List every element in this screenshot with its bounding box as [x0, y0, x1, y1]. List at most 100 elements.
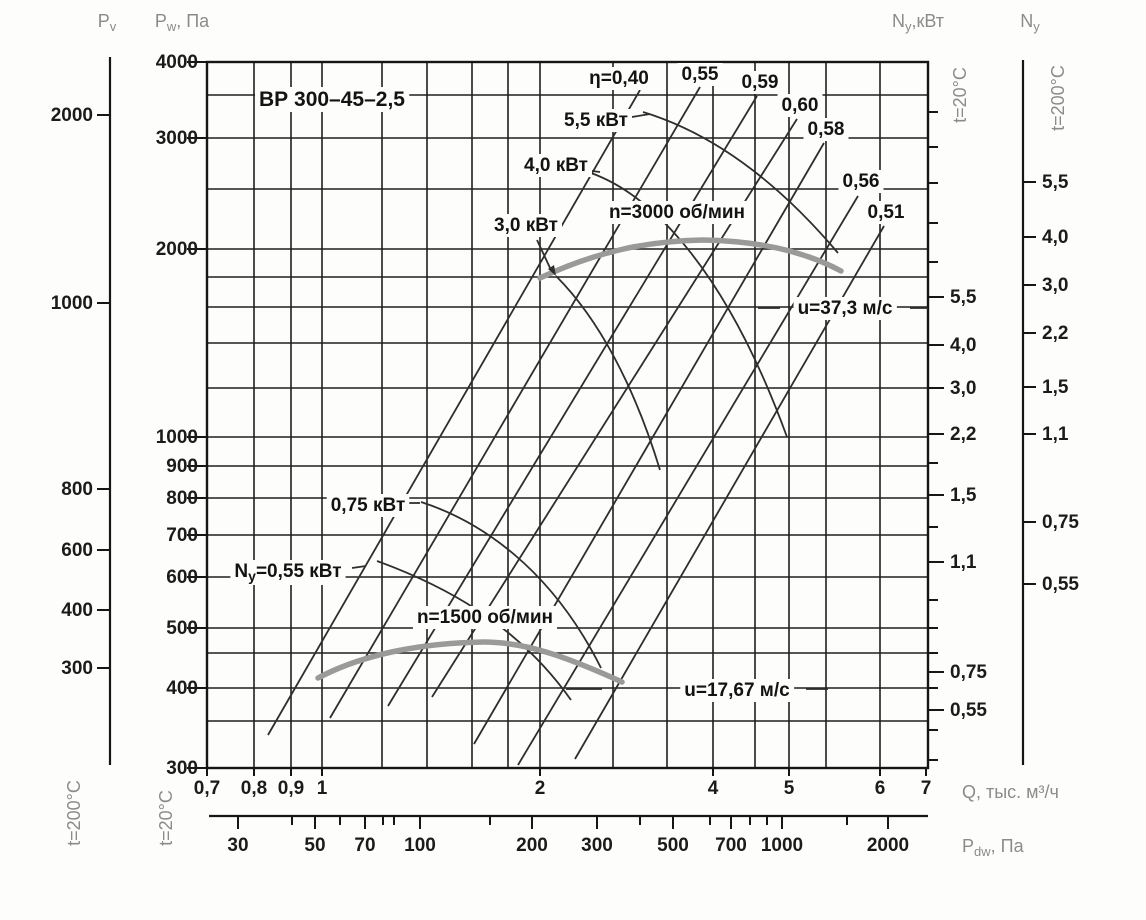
annotation-connectors — [351, 113, 928, 690]
eta-label-056-bg — [838, 170, 884, 193]
pv-tick-label: 300 — [61, 658, 93, 679]
pv-tick-label: 400 — [61, 600, 93, 621]
pw-tick-label: 400 — [166, 678, 198, 699]
power-curve-4-0kw — [590, 172, 788, 438]
eta-label-058-bg — [803, 118, 849, 141]
pw-tick-label: 3000 — [156, 128, 198, 149]
u-label-37-3: u=37,3 м/с — [798, 298, 893, 319]
pw-tick-label: 300 — [166, 758, 198, 779]
power-3kw-arrow-head — [548, 265, 556, 276]
q-tick-label: 7 — [921, 778, 932, 799]
efficiency-line-040 — [267, 89, 641, 736]
pv-tick-label: 800 — [61, 479, 93, 500]
power-label-0-75kw-bg — [326, 494, 410, 517]
pdw-tick-label: 100 — [404, 835, 436, 856]
ny20-tick-label: 5,5 — [950, 287, 977, 308]
pw-tick-label: 900 — [166, 456, 198, 477]
speed-label-n1500-bg — [412, 606, 558, 629]
power-3kw-arrow-line — [536, 239, 552, 271]
power-label-3-0kw-bg — [490, 214, 562, 237]
pv-tick-label: 2000 — [51, 105, 93, 126]
chart-labels: ВР 300–45–2,5 η=0,40 0,55 0,590,60 0,58 0,56 0… — [64, 11, 1068, 859]
axis-header-ny: Ny — [1020, 11, 1040, 34]
u-label-17-67-bg — [680, 679, 795, 702]
u-label-37-3-bg — [793, 297, 897, 320]
ny200-tick-label: 1,5 — [1042, 377, 1069, 398]
label-dash — [631, 113, 651, 118]
efficiency-line-059 — [387, 95, 758, 707]
ny20-tick-label: 4,0 — [950, 335, 976, 356]
chart-title: ВР 300–45–2,5 — [259, 88, 405, 111]
speed-label-n3000-bg — [604, 201, 750, 224]
power-label-5-5kw-bg — [560, 109, 632, 132]
pdw-tick-label: 2000 — [867, 835, 909, 856]
u-label-17-67: u=17,67 м/с — [684, 680, 790, 701]
pw-tick-label: 4000 — [156, 52, 198, 73]
pw-tick-label: 500 — [166, 618, 198, 639]
pw-tick-label: 700 — [166, 525, 198, 546]
axis-header-pdw: Pdw, Па — [962, 836, 1025, 859]
eta-label-055-bg — [677, 63, 723, 86]
temp-label-right-inner: t=20°C — [950, 67, 970, 123]
q-tick-label: 4 — [708, 778, 719, 799]
pressure-curve-n3000 — [537, 237, 844, 281]
power-curve-3-0kw — [555, 275, 661, 471]
efficiency-line-056 — [517, 195, 859, 766]
ny200-tick-label: 0,55 — [1042, 574, 1079, 595]
eta-label-051: 0,51 — [868, 202, 905, 223]
ny20-tick-label: 2,2 — [950, 424, 976, 445]
pw-tick-label: 600 — [166, 567, 198, 588]
speed-label-n1500: n=1500 об/мин — [417, 607, 553, 628]
axis-header-ny-kw: Ny,кВт — [892, 11, 944, 34]
temp-label-left-outer: t=200°C — [64, 780, 84, 846]
power-label-0-55kw: Ny=0,55 кВт — [234, 561, 341, 584]
eta-label-051-bg — [863, 201, 909, 224]
pdw-tick-label: 500 — [657, 835, 689, 856]
q-tick-label: 0,7 — [194, 778, 220, 799]
power-curve-0-75kw — [420, 501, 602, 669]
axis-header-q: Q, тыс. м³/ч — [962, 782, 1059, 802]
pdw-tick-label: 300 — [581, 835, 613, 856]
pdw-tick-label: 30 — [227, 835, 248, 856]
eta-label-059-bg — [737, 71, 783, 94]
ny20-tick-label: 1,5 — [950, 485, 977, 506]
eta-label-040-bg — [585, 67, 653, 90]
q-tick-label: 1 — [317, 778, 328, 799]
q-tick-label: 0,8 — [241, 778, 267, 799]
temp-label-right-outer: t=200°C — [1048, 65, 1068, 131]
power-label-3-0kw: 3,0 кВт — [494, 215, 558, 236]
plot-border — [205, 60, 930, 770]
ny20-tick-label: 0,55 — [950, 700, 987, 721]
q-tick-label: 0,9 — [278, 778, 304, 799]
ny200-tick-label: 3,0 — [1042, 275, 1068, 296]
axes: 4000 3000 2000 1000 900 800 700 600 500 400 300 200… — [51, 52, 1080, 856]
axis-header-pv: Pv — [98, 11, 117, 34]
pv-tick-label: 600 — [61, 540, 93, 561]
pw-tick-label: 1000 — [156, 427, 198, 448]
q-tick-label: 2 — [535, 778, 546, 799]
chart-title-bg — [255, 87, 410, 112]
eta-label-059: 0,59 — [742, 72, 779, 93]
power-curve-5-5kw — [642, 111, 839, 254]
power-label-0-55kw-bg — [230, 560, 346, 585]
pw-tick-label: 2000 — [156, 239, 198, 260]
label-dash — [351, 565, 367, 569]
pdw-tick-label: 700 — [715, 835, 747, 856]
pv-tick-label: 1000 — [51, 293, 93, 314]
efficiency-line-055 — [329, 86, 701, 719]
q-tick-label: 6 — [875, 778, 886, 799]
axis-header-pw: Pw, Па — [155, 11, 210, 34]
ny200-tick-label: 0,75 — [1042, 512, 1079, 533]
ny200-tick-label: 5,5 — [1042, 172, 1069, 193]
eta-label-040: η=0,40 — [589, 68, 649, 89]
eta-label-055: 0,55 — [682, 64, 719, 85]
power-label-4-0kw-bg — [520, 154, 592, 177]
power-label-5-5kw: 5,5 кВт — [564, 110, 628, 131]
pdw-tick-label: 200 — [516, 835, 548, 856]
ny20-tick-label: 1,1 — [950, 552, 977, 573]
power-label-4-0kw: 4,0 кВт — [524, 155, 588, 176]
temp-label-left-inner: t=20°C — [156, 790, 176, 846]
